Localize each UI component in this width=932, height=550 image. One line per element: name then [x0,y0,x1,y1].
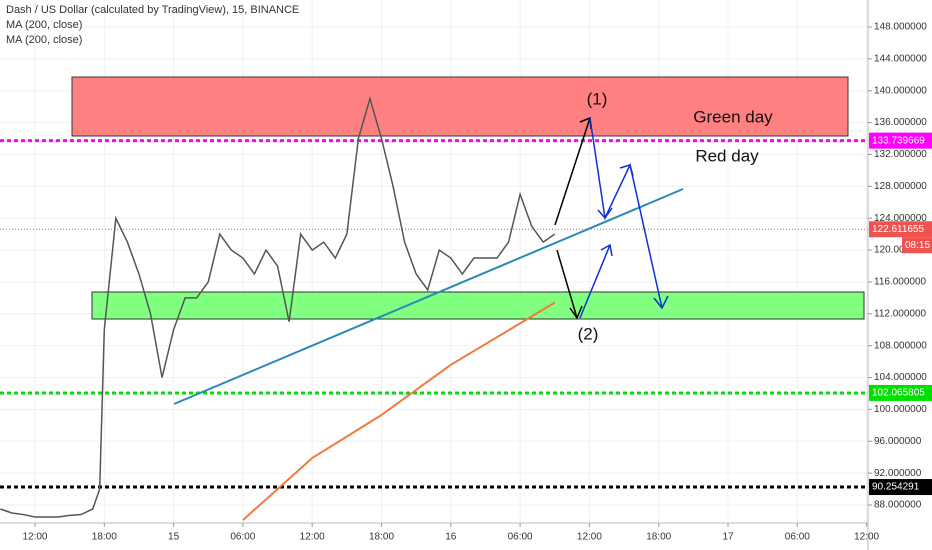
price-label: 133.739669 [872,135,925,146]
x-tick-label: 12:00 [577,532,602,543]
x-tick-label: 06:00 [230,532,255,543]
x-tick-label: 12:00 [22,532,47,543]
x-tick-label: 06:00 [785,532,810,543]
y-tick-label: 116.000000 [874,277,927,288]
arrow-head [569,305,583,320]
arrow [589,117,663,309]
resistance-zone [71,76,849,137]
countdown-box [902,237,932,254]
annotation: (2) [578,324,599,343]
x-tick-label: 16 [445,532,457,543]
y-tick-label: 100.000000 [874,404,927,415]
trend-line [173,188,684,405]
x-tick-label: 18:00 [92,532,117,543]
price-label-box [869,221,932,238]
y-tick-label: 124.000000 [874,213,927,224]
y-tick-label: 120.000000 [874,245,927,256]
price-label-box [869,479,932,496]
price-label: 102.065805 [872,388,925,399]
annotation: (1) [587,89,608,108]
y-tick-label: 108.000000 [874,340,927,351]
annotation: Red day [695,146,759,165]
annotation: Green day [693,107,773,126]
x-tick-label: 06:00 [508,532,533,543]
series-line [242,301,556,521]
y-tick-label: 104.000000 [874,372,927,383]
y-tick-label: 144.000000 [874,54,927,65]
y-tick-label: 132.000000 [874,149,927,160]
grid [0,0,868,523]
arrow-head [619,164,634,177]
scenario-arrows [554,116,669,320]
x-tick-label: 18:00 [646,532,671,543]
axes: 88.000000 92.000000 96.000000 100.000000 104… [22,22,932,543]
series-line [0,96,556,518]
y-tick-label: 140.000000 [874,85,927,96]
levels [0,139,868,489]
arrow-head [653,295,669,310]
x-tick-label: 12:00 [854,532,879,543]
y-tick-label: 148.000000 [874,22,927,33]
y-tick-label: 88.000000 [874,500,922,511]
arrow [554,117,591,226]
y-tick-label: 136.000000 [874,117,927,128]
study-label: MA (200, close) [6,34,82,46]
x-tick-label: 12:00 [300,532,325,543]
price-label: 122.611655 [872,224,925,235]
arrow [556,249,578,319]
chart-title: Dash / US Dollar (calculated by TradingV… [6,4,299,16]
y-tick-label: 128.000000 [874,181,927,192]
plot [0,96,556,521]
y-tick-label: 112.000000 [874,308,927,319]
y-tick-label: 92.000000 [874,468,922,479]
arrow [579,244,611,319]
x-tick-label: 15 [168,532,180,543]
arrow-head [597,207,613,220]
x-tick-label: 17 [722,532,734,543]
x-tick-label: 18:00 [369,532,394,543]
price-label-box [869,132,932,149]
countdown: 08:15 [905,240,930,251]
price-label: 90.254291 [872,482,920,493]
study-label: MA (200, close) [6,19,82,31]
arrow-head [600,243,613,257]
y-tick-label: 96.000000 [874,436,922,447]
support-zone [91,291,865,320]
price-label-box [869,384,932,401]
